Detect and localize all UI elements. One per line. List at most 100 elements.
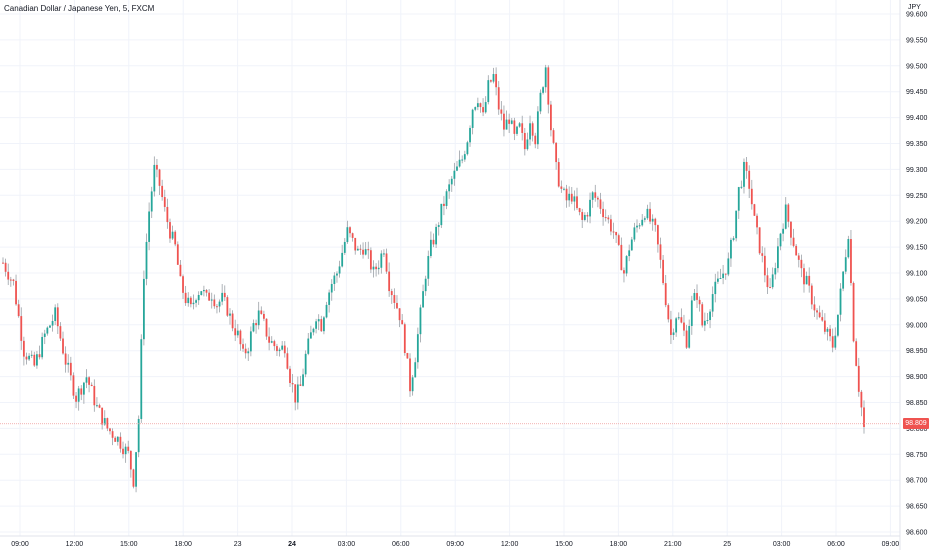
candle-body	[46, 327, 49, 334]
candle-body	[792, 237, 795, 246]
candle-body	[774, 268, 777, 275]
candle-body	[166, 206, 169, 223]
candle-body	[122, 448, 124, 455]
candle-body	[148, 211, 151, 242]
candle-body	[508, 119, 511, 124]
candle-body	[346, 227, 349, 242]
x-axis: 09:00 12:00 15:00 18:00 23 24 03:00 06:00 09:00 1…	[0, 535, 900, 548]
candle-body	[630, 239, 633, 251]
candle-body	[260, 310, 263, 314]
candle-body	[114, 437, 117, 442]
candle-body	[456, 166, 458, 171]
candle-body	[273, 341, 276, 347]
candle-body	[242, 344, 244, 349]
candle-body	[281, 345, 284, 350]
candle-body	[813, 304, 816, 311]
candle-body	[542, 87, 544, 93]
candle-body	[323, 317, 325, 332]
candle-body	[516, 126, 518, 134]
candle-body	[231, 313, 234, 329]
candle-body	[236, 330, 239, 336]
candle-body	[711, 294, 714, 312]
candle-body	[761, 253, 764, 256]
candle-body	[693, 293, 696, 301]
candle-body	[743, 161, 745, 187]
candle-body	[145, 241, 148, 279]
candle-body	[72, 375, 75, 396]
candle-body	[187, 297, 190, 304]
candle-body	[427, 256, 430, 279]
y-tick-label: 98.600	[906, 530, 928, 537]
candle-body	[748, 170, 751, 189]
y-axis: 99.600 99.550 99.500 99.450 99.400 99.350 99.3…	[899, 0, 928, 550]
candle-body	[544, 67, 547, 88]
candle-body	[782, 228, 785, 234]
candle-body	[17, 304, 20, 317]
y-tick-label: 99.250	[906, 193, 928, 200]
candle-body	[22, 340, 25, 357]
candle-body	[479, 103, 482, 108]
candle-body	[552, 130, 555, 143]
candle-body	[450, 178, 453, 185]
candle-body	[424, 278, 427, 292]
candle-body	[714, 281, 717, 295]
candle-body	[518, 123, 521, 127]
candle-body	[291, 382, 294, 385]
candle-body	[320, 319, 323, 332]
candle-body	[842, 271, 845, 289]
candle-body	[249, 331, 252, 352]
candle-body	[769, 287, 771, 289]
candle-body	[816, 310, 818, 313]
candle-body	[184, 292, 187, 304]
candle-body	[283, 345, 286, 354]
candle-body	[615, 232, 618, 236]
candle-body	[690, 300, 693, 326]
candle-body	[38, 354, 41, 358]
candle-body	[831, 336, 834, 348]
x-tick-label: 15:00	[120, 541, 138, 548]
candle-body	[471, 109, 474, 128]
candle-body	[398, 308, 401, 321]
candle-body	[203, 289, 205, 292]
candle-body	[550, 104, 552, 131]
candle-body	[737, 187, 740, 211]
candle-body	[375, 266, 377, 270]
candle-body	[474, 107, 477, 110]
candle-body	[161, 185, 164, 198]
candle-body	[610, 219, 612, 232]
candle-body	[304, 353, 307, 375]
candle-body	[570, 193, 573, 202]
candle-body	[169, 222, 171, 239]
candle-body	[521, 123, 524, 133]
candle-body	[135, 452, 137, 487]
candle-body	[356, 248, 359, 251]
candle-body	[367, 249, 370, 251]
candle-body	[208, 292, 211, 301]
x-tick-label: 24	[288, 541, 296, 548]
candle-body	[289, 368, 291, 383]
candle-body	[286, 353, 289, 369]
x-tick-label: 15:00	[555, 541, 573, 548]
candle-body	[247, 351, 250, 354]
candle-body	[722, 273, 725, 279]
candle-body	[526, 139, 529, 150]
candle-body	[557, 162, 560, 187]
y-tick-label: 98.700	[906, 478, 928, 485]
candle-body	[153, 164, 156, 192]
candle-body	[192, 302, 195, 305]
y-tick-label: 99.550	[906, 37, 928, 44]
candle-body	[844, 257, 847, 272]
candle-body	[837, 314, 839, 336]
candle-body	[664, 283, 667, 306]
candle-body	[64, 353, 67, 365]
candle-body	[51, 320, 54, 326]
candle-body	[604, 217, 607, 219]
candle-body	[278, 349, 281, 352]
candle-body	[826, 328, 829, 332]
candle-body	[296, 384, 299, 403]
candle-body	[771, 274, 774, 288]
candle-body	[411, 377, 414, 392]
x-tick-label: 21:00	[664, 541, 682, 548]
candle-body	[330, 283, 333, 293]
